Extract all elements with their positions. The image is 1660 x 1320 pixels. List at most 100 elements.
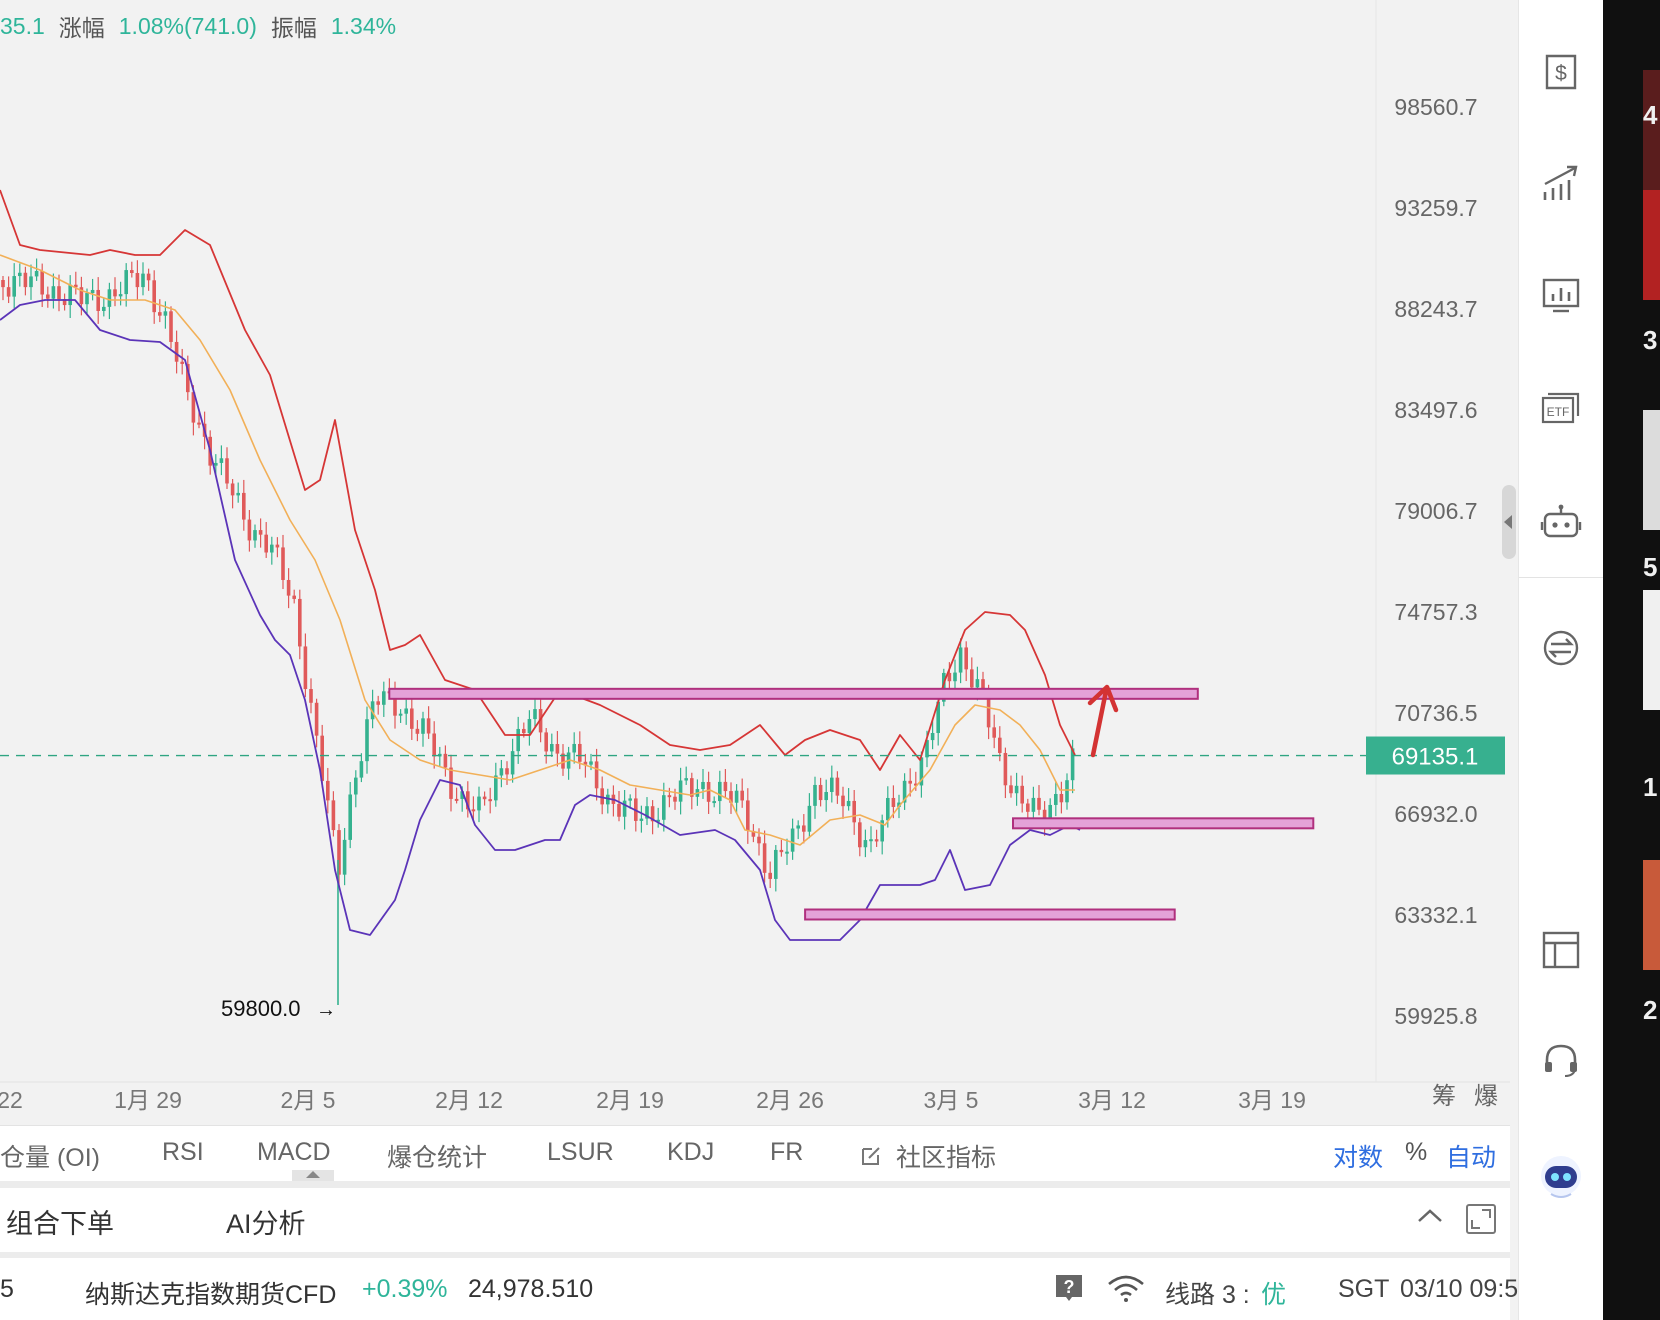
candle-body [74, 284, 78, 288]
auto-scale-toggle[interactable]: 自动 [1446, 1144, 1497, 1172]
log-scale-toggle[interactable]: 对数 [1333, 1144, 1384, 1172]
switch-icon[interactable] [1539, 626, 1583, 670]
x-tick-label: 3月 19 [1238, 1087, 1306, 1113]
candle-body [712, 801, 716, 804]
x-tick-label: 2月 12 [435, 1087, 503, 1113]
indicator-tabs: 仓量 (OI) RSI MACD 爆仓统计 LSUR KDJ FR 社区指标 对… [0, 1125, 1510, 1182]
y-tick-label: 59925.8 [1394, 1003, 1477, 1029]
candle-body [606, 794, 610, 805]
candle-body [779, 849, 784, 853]
candle-body [656, 819, 660, 822]
chevron-up-icon[interactable] [1416, 1202, 1444, 1230]
candle-body [180, 361, 184, 364]
candle-body [947, 672, 952, 682]
candle-body [555, 744, 560, 754]
candle-body [930, 733, 935, 741]
candle-body [141, 273, 145, 288]
svg-text:$: $ [1555, 62, 1567, 85]
candle-body [813, 784, 817, 806]
robot-icon[interactable] [1539, 500, 1583, 544]
stats-board-icon[interactable] [1539, 274, 1583, 318]
candle-body [230, 483, 235, 496]
expand-icon[interactable] [1466, 1204, 1496, 1234]
x-tick-label: 2月 19 [596, 1087, 664, 1113]
candle-body [846, 800, 851, 807]
candle-body [583, 761, 588, 765]
candle-body [1037, 797, 1041, 810]
candle-body [667, 795, 672, 798]
tab-fr[interactable]: FR [770, 1138, 804, 1166]
price-fragment: 35.1 [0, 12, 45, 39]
candle-body [57, 286, 61, 300]
candle-body [690, 778, 694, 797]
svg-text:ETF: ETF [1547, 405, 1570, 419]
candle-body [578, 743, 582, 762]
candle-body [314, 702, 319, 736]
tab-liquidation-stats[interactable]: 爆仓统计 [387, 1144, 488, 1172]
trend-bars-icon[interactable] [1539, 162, 1583, 206]
etf-icon[interactable]: ETF [1539, 386, 1583, 430]
candle-body [589, 761, 593, 765]
svg-text:?: ? [1064, 1277, 1075, 1297]
headset-icon[interactable] [1539, 1038, 1583, 1082]
change-value: 1.08%(741.0) [118, 12, 257, 39]
tab-ai-analysis[interactable]: AI分析 [226, 1209, 306, 1239]
tab-kdj[interactable]: KDJ [667, 1138, 715, 1166]
help-icon[interactable]: ? [1054, 1273, 1084, 1303]
edge-fragment: 1 [1643, 772, 1658, 802]
ticker-name[interactable]: 纳斯达克指数期货CFD [85, 1281, 337, 1309]
liquidation-label: 爆 [1474, 1083, 1498, 1110]
candle-body [729, 791, 733, 803]
tab-macd[interactable]: MACD [257, 1138, 331, 1166]
candle-body [902, 780, 907, 803]
candle-body [34, 271, 39, 277]
layout-icon[interactable] [1539, 928, 1583, 972]
tab-combo-order[interactable]: 组合下单 [6, 1209, 114, 1239]
y-tick-label: 83497.6 [1394, 397, 1477, 423]
candle-body [880, 820, 884, 842]
dollar-doc-icon[interactable]: $ [1539, 50, 1583, 94]
candle-body [376, 701, 380, 705]
candle-body [678, 780, 683, 802]
candle-body [869, 839, 873, 842]
candle-body [398, 713, 403, 716]
candle-body [354, 777, 358, 795]
candle-body [986, 692, 991, 728]
line-quality: 优 [1261, 1281, 1287, 1309]
candle-body [544, 732, 548, 752]
y-tick-label: 93259.7 [1394, 195, 1477, 221]
candle-body [1009, 785, 1013, 794]
toolbar-divider [1519, 577, 1603, 578]
candle-body [135, 273, 140, 288]
tab-community-indicators[interactable]: 社区指标 [860, 1138, 996, 1174]
candle-body [85, 293, 89, 305]
candle-body [925, 740, 929, 758]
ai-assistant-icon[interactable] [1537, 1152, 1585, 1200]
candle-body [818, 784, 823, 801]
tab-open-interest[interactable]: 仓量 (OI) [0, 1144, 100, 1172]
candle-body [684, 778, 688, 781]
candle-body [790, 828, 795, 852]
candle-body [1031, 797, 1036, 812]
tab-lsur[interactable]: LSUR [547, 1138, 614, 1166]
price-chart[interactable]: 69135.1 59800.0 → 98560.7 93259.7 88243.7 8349… [0, 0, 1510, 1120]
candle-body [1059, 793, 1064, 803]
y-tick-label: 63332.1 [1394, 902, 1477, 928]
panel-collapse-handle[interactable] [1502, 485, 1516, 559]
amplitude-value: 1.34% [330, 12, 397, 39]
edge-fragment: 2 [1643, 995, 1658, 1025]
y-tick-label: 88243.7 [1394, 296, 1477, 322]
tab-rsi[interactable]: RSI [162, 1138, 204, 1166]
candle-body [550, 744, 554, 752]
candle-body [359, 761, 364, 778]
candle-body [242, 492, 246, 520]
candle-body [824, 791, 828, 801]
candle-body [46, 294, 50, 299]
candle-body [796, 825, 800, 829]
candle-body [90, 289, 95, 294]
candle-body [51, 286, 56, 299]
thumbnail [1643, 860, 1660, 970]
candle-body [628, 798, 632, 801]
candle-body [68, 284, 72, 306]
percent-scale-toggle[interactable]: % [1405, 1138, 1428, 1166]
